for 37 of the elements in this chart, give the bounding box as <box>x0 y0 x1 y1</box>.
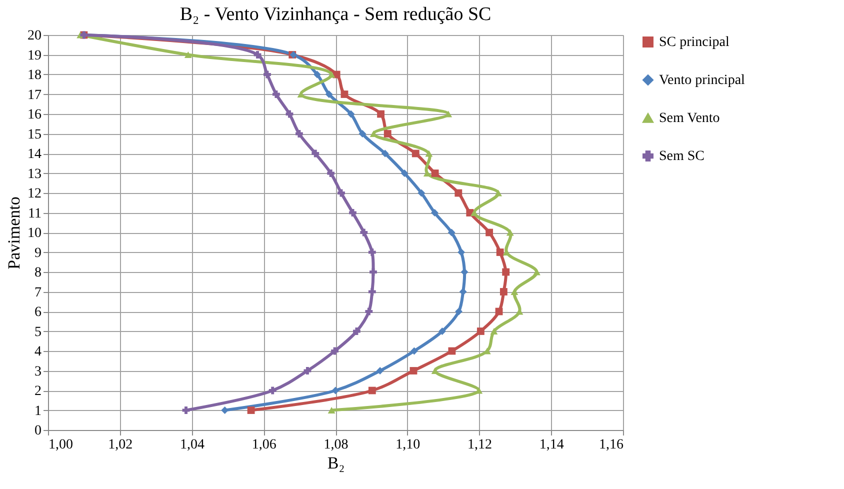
x-tick-label: 1,04 <box>180 438 204 452</box>
y-tick-label: 9 <box>34 246 42 261</box>
y-tick-label: 1 <box>34 404 42 419</box>
x-tick-label: 1,14 <box>539 438 564 452</box>
legend-label: SC principal <box>659 35 730 50</box>
y-tick-label: 19 <box>28 48 42 64</box>
y-tick-label: 12 <box>28 186 42 202</box>
y-tick-label: 0 <box>34 424 42 438</box>
legend-label: Vento principal <box>659 73 746 88</box>
x-tick-label: 1,00 <box>48 438 73 452</box>
x-tick-label: 1,16 <box>599 438 624 452</box>
y-tick-label: 20 <box>28 28 42 44</box>
x-tick-label: 1,08 <box>324 438 348 452</box>
y-tick-label: 3 <box>34 364 42 380</box>
x-tick-label: 1,10 <box>396 438 420 452</box>
y-tick-label: 10 <box>28 226 42 241</box>
y-tick-label: 13 <box>28 166 42 182</box>
y-tick-label: 14 <box>28 147 42 162</box>
y-axis-title: Pavimento <box>4 196 24 270</box>
y-tick-label: 18 <box>28 68 42 83</box>
x-axis-title: B₂ <box>327 454 345 472</box>
y-tick-label: 2 <box>34 384 42 399</box>
x-tick-label: 1,12 <box>468 438 492 452</box>
y-tick-label: 7 <box>34 285 42 300</box>
y-tick-label: 17 <box>28 88 42 103</box>
y-tick-label: 15 <box>28 127 42 142</box>
y-tick-label: 5 <box>34 324 42 340</box>
y-tick-label: 4 <box>34 344 42 360</box>
y-tick-label: 16 <box>28 108 42 122</box>
x-tick-label: 1,02 <box>108 438 133 452</box>
legend-label: Sem Vento <box>659 111 720 126</box>
x-tick-label: 1,06 <box>252 438 276 452</box>
chart-title: B₂ - Vento Vizinhança - Sem redução SC <box>180 4 492 25</box>
y-tick-label: 6 <box>34 305 42 320</box>
y-tick-label: 11 <box>28 206 42 222</box>
legend-label: Sem SC <box>659 149 705 164</box>
y-tick-label: 8 <box>34 266 42 280</box>
